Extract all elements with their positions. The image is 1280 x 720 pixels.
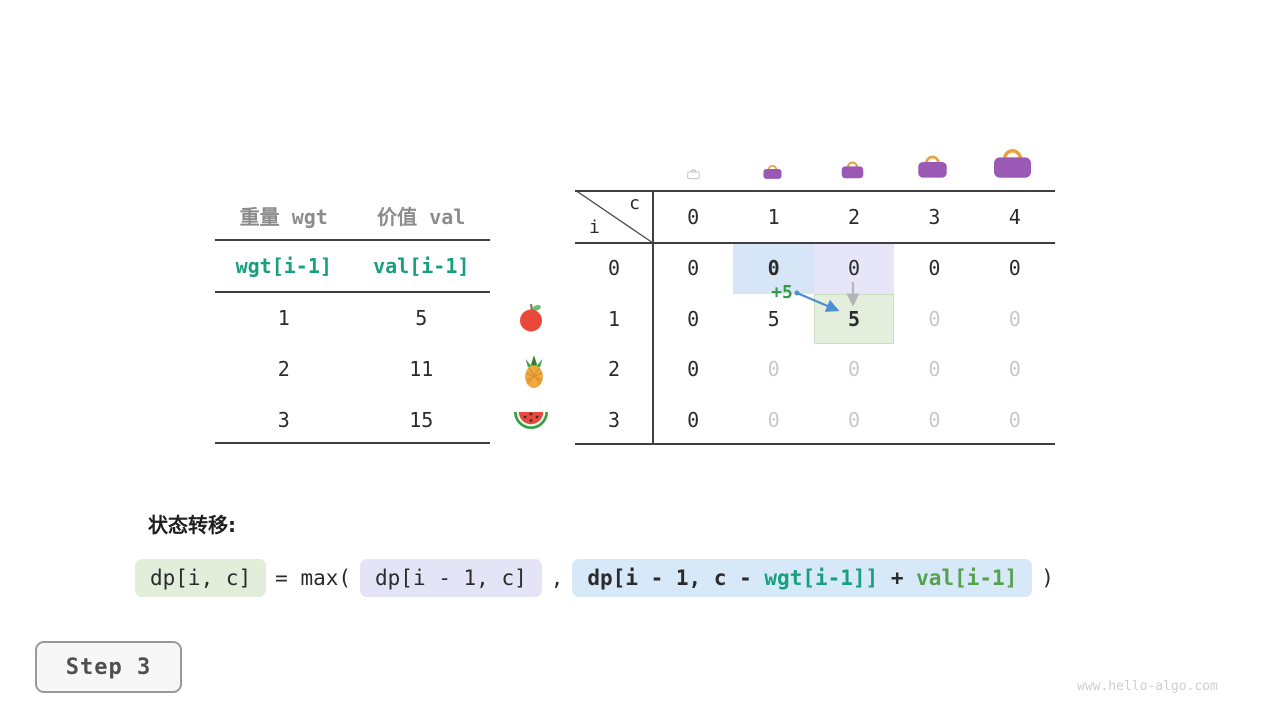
bag-outline-icon: [687, 169, 700, 180]
formula-take-pre: dp[i - 1, c -: [587, 566, 765, 590]
item-weight: 2: [277, 356, 290, 381]
dp-cell: 5: [767, 306, 780, 331]
dp-cell: 0: [928, 256, 941, 281]
bag-xlarge-icon: [992, 149, 1033, 179]
item-weight: 3: [277, 407, 290, 432]
watermelon-icon: [514, 412, 548, 429]
plus-value-annotation: +5: [771, 282, 793, 303]
formula-close: ): [1041, 566, 1054, 590]
val-code-label: val[i-1]: [373, 254, 470, 278]
item-table-header: 重量 wgt 价值 val: [215, 190, 490, 240]
diagonal-divider: [575, 190, 653, 243]
item-row: 3 15: [215, 394, 490, 445]
divider: [215, 291, 490, 293]
dp-cell: 0: [687, 407, 700, 432]
dp-row-header: 0: [607, 256, 621, 281]
dp-cell: 0: [1008, 357, 1021, 382]
bag-small-icon: [762, 164, 783, 180]
dp-cell: 0: [847, 357, 860, 382]
dp-cell: 0: [928, 357, 941, 382]
item-row: 1 5: [215, 292, 490, 343]
formula-term-inherit: dp[i - 1, c]: [360, 559, 542, 597]
transition-formula: dp[i, c] = max( dp[i - 1, c] , dp[i - 1,…: [135, 559, 1063, 597]
dp-cell: 0: [1008, 256, 1021, 281]
formula-comma: ,: [550, 566, 564, 590]
dp-col-header: 3: [928, 204, 941, 229]
dp-corner-cell: c i: [575, 190, 653, 243]
item-value: 11: [409, 356, 434, 381]
dp-col-header: 1: [767, 204, 780, 229]
bag-medium-icon: [840, 161, 865, 179]
dp-col-header: 2: [847, 204, 860, 229]
bag-large-icon: [916, 155, 949, 179]
dp-cell-current: 5: [813, 293, 895, 344]
item-row: 2 11: [215, 343, 490, 394]
formula-term-take: dp[i - 1, c - wgt[i-1]] + val[i-1]: [572, 559, 1033, 597]
dp-row-header: 3: [607, 407, 621, 432]
dp-cell: 0: [1008, 407, 1021, 432]
dp-cell: 0: [1008, 306, 1021, 331]
item-value: 5: [415, 305, 428, 330]
dp-row-header: 1: [607, 306, 621, 331]
item-table-code-row: wgt[i-1] val[i-1]: [215, 240, 490, 292]
dp-cell: 0: [687, 256, 700, 281]
apple-icon: [518, 302, 544, 333]
col-var-label: c: [629, 193, 640, 214]
formula-take-wgt: wgt[i-1]]: [764, 566, 879, 590]
dp-cell: 0: [687, 357, 700, 382]
dp-col-header: 4: [1008, 204, 1021, 229]
formula-take-val: val[i-1]: [916, 566, 1018, 590]
dp-row-header: 2: [607, 357, 621, 382]
divider: [215, 442, 490, 444]
dp-cell: 0: [928, 306, 941, 331]
formula-eq: = max(: [275, 566, 352, 590]
dp-col-header: 0: [687, 204, 700, 229]
item-weight: 1: [277, 305, 290, 330]
item-table: 重量 wgt 价值 val wgt[i-1] val[i-1] 1 5 2 11…: [215, 190, 490, 445]
dp-cell-inherit: 0: [813, 243, 895, 294]
step-badge: Step 3: [35, 641, 182, 693]
row-var-label: i: [589, 217, 600, 238]
dp-cell: 0: [928, 407, 941, 432]
dp-cell: 0: [767, 407, 780, 432]
value-header: 价值 val: [377, 204, 466, 229]
formula-lhs: dp[i, c]: [135, 559, 267, 597]
dp-cell: 0: [687, 306, 700, 331]
divider: [215, 239, 490, 241]
formula-take-plus: +: [878, 566, 917, 590]
watermark: www.hello-algo.com: [1077, 679, 1218, 694]
dp-cell-source: 0: [733, 243, 814, 294]
step-label: Step 3: [65, 654, 152, 680]
transition-title: 状态转移:: [148, 513, 236, 537]
pineapple-icon: [524, 354, 544, 389]
dp-cell: 0: [767, 357, 780, 382]
dp-table: c i 0 1 2 3 4 0 0 0 0 0 0 1 0 5 5 0 0 2 …: [575, 190, 1055, 445]
dp-cell: 0: [847, 407, 860, 432]
wgt-code-label: wgt[i-1]: [235, 254, 332, 278]
item-value: 15: [409, 407, 434, 432]
weight-header: 重量 wgt: [239, 204, 328, 229]
